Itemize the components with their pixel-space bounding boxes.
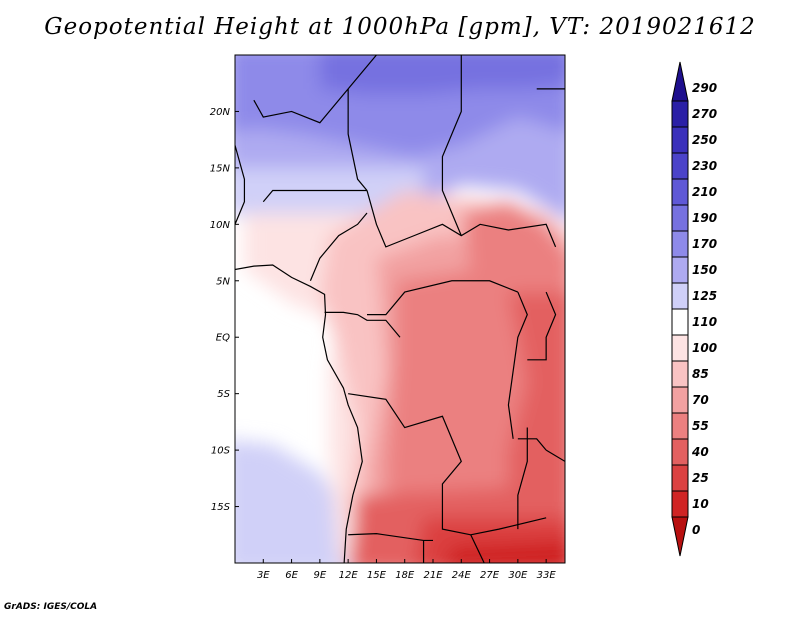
boundary-line-19: [545, 449, 565, 463]
colorbar-label-8: 125: [692, 289, 717, 303]
x-tick-label-3: 12E: [339, 570, 359, 581]
y-tick-label-7: 15S: [211, 502, 231, 513]
x-axis: 3E 6E 9E 12E 15E 18E 21E 24E 27E 30E 33E: [257, 559, 556, 581]
boundary-line-13: [527, 291, 557, 361]
x-tick-label-9: 30E: [508, 570, 528, 581]
colorbar-swatch-5: [671, 204, 689, 232]
boundary-line-14: [348, 393, 547, 536]
colorbar-swatch-14: [671, 438, 689, 466]
colorbar-swatch-10: [671, 334, 689, 362]
y-axis: 20N 15N 10N 5N EQ 5S 10S 15S: [210, 107, 239, 513]
chart-title: Geopotential Height at 1000hPa [gpm], VT…: [44, 14, 756, 40]
x-tick-label-5: 18E: [395, 570, 415, 581]
colorbar-swatch-6: [671, 230, 689, 258]
colorbar-swatch-9: [671, 308, 689, 336]
colorbar-swatch-3: [671, 152, 689, 180]
colorbar-label-0: 290: [692, 81, 717, 95]
y-tick-label-3: 5N: [216, 276, 230, 287]
x-tick-label-8: 27E: [480, 570, 500, 581]
boundary-line-17: [470, 534, 485, 563]
boundary-line-18: [517, 438, 547, 451]
plot-area: [235, 55, 565, 563]
colorbar-label-3: 230: [692, 159, 717, 173]
field-blobs: [235, 55, 565, 563]
colorbar-label-13: 55: [692, 419, 709, 433]
y-tick-label-5: 5S: [217, 389, 230, 400]
y-tick-label-4: EQ: [216, 333, 230, 344]
colorbar-label-6: 170: [692, 237, 717, 251]
colorbar-swatch-11: [671, 360, 689, 388]
boundary-line-10: [367, 280, 519, 316]
x-tick-label-10: 33E: [537, 570, 557, 581]
colorbar-swatch-7: [671, 256, 689, 284]
colorbar-label-12: 70: [692, 393, 709, 407]
y-tick-label-2: 10N: [210, 220, 231, 231]
colorbar-label-14: 40: [691, 445, 709, 459]
colorbar-label-2: 250: [692, 133, 717, 147]
x-tick-label-6: 21E: [423, 570, 443, 581]
boundary-line-20: [517, 427, 528, 530]
y-tick-label-6: 10S: [211, 446, 231, 457]
grads-credit: GrADS: IGES/COLA: [4, 602, 98, 612]
field-region-3: [319, 55, 565, 95]
boundary-line-2: [347, 55, 378, 90]
colorbar-swatch-15: [671, 464, 689, 492]
y-tick-label-0: 20N: [210, 107, 231, 118]
colorbar-swatch-4: [671, 178, 689, 206]
colorbar-swatch-16: [671, 490, 689, 518]
colorbar-label-16: 10: [692, 497, 709, 511]
x-tick-label-2: 9E: [314, 570, 327, 581]
x-tick-label-7: 24E: [452, 570, 472, 581]
boundary-line-15: [348, 533, 433, 542]
coastlines-borders: [235, 55, 565, 563]
boundary-line-8: [366, 190, 557, 248]
colorbar-label-11: 85: [692, 367, 709, 381]
colorbar-swatch-17: [671, 516, 689, 557]
colorbar-label-10: 100: [692, 341, 717, 355]
colorbar-swatch-12: [671, 386, 689, 414]
boundary-line-3: [347, 88, 368, 191]
colorbar-swatch-2: [671, 126, 689, 154]
colorbar-swatch-1: [671, 100, 689, 128]
colorbar-label-17: 0: [692, 523, 700, 537]
colorbar-swatch-13: [671, 412, 689, 440]
colorbar-label-7: 150: [692, 263, 717, 277]
x-tick-label-1: 6E: [285, 570, 298, 581]
boundary-line-12: [507, 291, 528, 439]
y-tick-label-1: 15N: [210, 163, 231, 174]
boundary-line-1: [235, 145, 363, 563]
boundary-line-4: [253, 88, 349, 124]
field-region-5: [235, 439, 349, 563]
colorbar-label-4: 210: [692, 185, 717, 199]
plot-frame: [234, 54, 566, 564]
colorbar-label-9: 110: [692, 315, 717, 329]
boundary-line-6: [441, 55, 462, 236]
colorbar-swatch-0: [671, 61, 689, 102]
colorbar-label-5: 190: [692, 211, 717, 225]
colorbar-label-15: 25: [692, 471, 709, 485]
boundary-line-5: [262, 189, 367, 203]
x-tick-label-4: 15E: [367, 570, 387, 581]
boundary-line-11: [324, 311, 401, 338]
field-region-11: [461, 201, 565, 304]
colorbar: 2902702502302101901701501251101008570554…: [671, 61, 717, 557]
boundary-line-9: [309, 212, 368, 282]
colorbar-swatch-8: [671, 282, 689, 310]
x-tick-label-0: 3E: [257, 570, 270, 581]
colorbar-label-1: 270: [692, 107, 717, 121]
